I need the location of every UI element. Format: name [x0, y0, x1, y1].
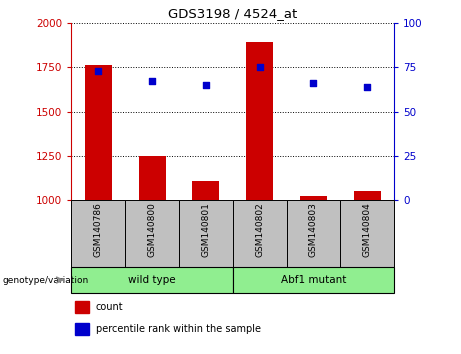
- Bar: [139, 156, 165, 200]
- Point: [364, 84, 371, 90]
- Bar: [75, 324, 89, 335]
- Text: GSM140800: GSM140800: [148, 202, 157, 257]
- Text: GSM140804: GSM140804: [363, 202, 372, 257]
- Bar: [354, 191, 381, 200]
- FancyBboxPatch shape: [340, 200, 394, 267]
- Text: wild type: wild type: [128, 275, 176, 285]
- FancyBboxPatch shape: [233, 267, 394, 293]
- Point: [256, 64, 263, 70]
- FancyBboxPatch shape: [71, 267, 233, 293]
- FancyBboxPatch shape: [125, 200, 179, 267]
- Point: [148, 79, 156, 84]
- Text: GSM140802: GSM140802: [255, 202, 264, 257]
- Text: count: count: [96, 302, 123, 312]
- FancyBboxPatch shape: [179, 200, 233, 267]
- Point: [310, 80, 317, 86]
- Text: GSM140801: GSM140801: [201, 202, 210, 257]
- Text: GSM140786: GSM140786: [94, 202, 103, 257]
- Bar: [85, 65, 112, 200]
- Title: GDS3198 / 4524_at: GDS3198 / 4524_at: [168, 7, 297, 21]
- Text: Abf1 mutant: Abf1 mutant: [281, 275, 346, 285]
- Point: [202, 82, 210, 88]
- Text: GSM140803: GSM140803: [309, 202, 318, 257]
- Text: genotype/variation: genotype/variation: [2, 275, 89, 285]
- FancyBboxPatch shape: [71, 200, 125, 267]
- FancyBboxPatch shape: [233, 200, 287, 267]
- Point: [95, 68, 102, 74]
- Bar: [193, 181, 219, 200]
- Text: percentile rank within the sample: percentile rank within the sample: [96, 324, 260, 335]
- Bar: [246, 42, 273, 200]
- Bar: [75, 301, 89, 313]
- Bar: [300, 196, 327, 200]
- FancyBboxPatch shape: [287, 200, 340, 267]
